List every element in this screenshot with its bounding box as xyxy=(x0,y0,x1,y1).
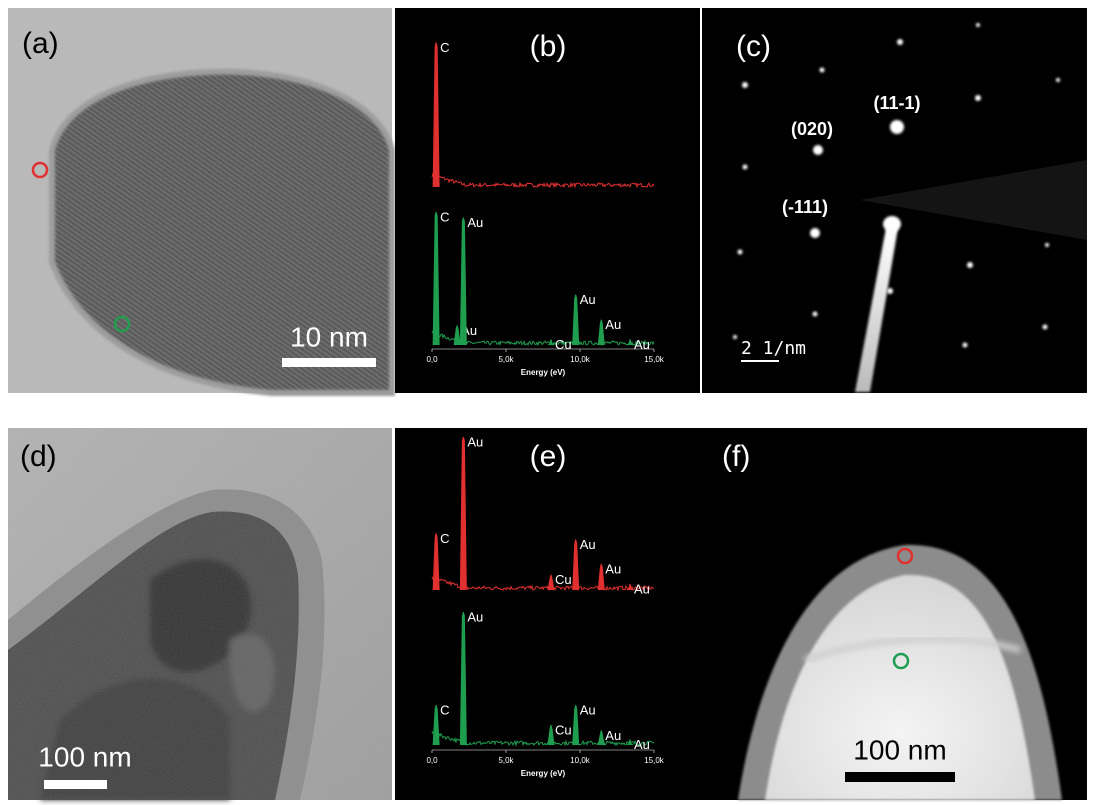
panel-a: (a) 10 nm xyxy=(8,8,392,393)
spectrum-background xyxy=(395,428,700,800)
panel-d: (d) 100 nm xyxy=(8,428,392,800)
peak-label: Cu xyxy=(555,337,572,352)
peak-label: C xyxy=(440,40,449,55)
panel-label: (c) xyxy=(736,30,771,63)
peak-label: Au xyxy=(580,537,596,552)
peak-label: C xyxy=(440,209,449,224)
peak-label: Au xyxy=(634,337,650,352)
peak-label: Au xyxy=(467,434,483,449)
scale-bar xyxy=(282,358,376,367)
spot-label: (-111) xyxy=(782,197,828,217)
peak-label: Au xyxy=(467,215,483,230)
x-tick-label: 10,0k xyxy=(570,756,591,765)
x-tick-label: 15,0k xyxy=(644,756,665,765)
x-tick-label: 15,0k xyxy=(644,355,665,364)
peak-label: C xyxy=(440,531,449,546)
central-spot xyxy=(883,216,901,232)
peak-label: Au xyxy=(605,728,621,743)
peak-label: Cu xyxy=(555,572,572,587)
panel-c: (c) (11-1) (020) (-111) 2 1/nm xyxy=(702,8,1087,393)
peak-label: Au xyxy=(605,561,621,576)
x-axis-label: Energy (eV) xyxy=(521,769,566,778)
peak-label: Au xyxy=(605,317,621,332)
panel-label: (d) xyxy=(20,440,57,473)
figure: (a) 10 nm (b) C C Au Au Cu Au Au Au 0,0 5,0k 10,0k… xyxy=(0,0,1093,805)
peak-label: Au xyxy=(467,609,483,624)
panel-label: (b) xyxy=(530,30,567,63)
scale-bar xyxy=(845,772,955,782)
panel-label: (a) xyxy=(22,27,59,60)
panel-f: (f) 100 nm xyxy=(700,428,1087,800)
x-tick-label: 0,0 xyxy=(426,756,438,765)
scale-bar-label: 100 nm xyxy=(38,741,131,772)
peak-label: C xyxy=(440,703,449,718)
x-tick-label: 10,0k xyxy=(570,355,591,364)
spot-label: (020) xyxy=(791,119,833,139)
scale-bar-label: 2 1/nm xyxy=(741,338,806,359)
panel-label: (f) xyxy=(722,440,750,473)
scale-bar xyxy=(741,360,779,362)
scale-bar-label: 100 nm xyxy=(853,734,946,765)
x-tick-label: 5,0k xyxy=(498,756,514,765)
peak-label: Au xyxy=(580,292,596,307)
peak-label: Au xyxy=(580,703,596,718)
x-axis-label: Energy (eV) xyxy=(521,368,566,377)
x-tick-label: 5,0k xyxy=(498,355,514,364)
scale-bar xyxy=(44,780,107,789)
peak-label: Au xyxy=(634,581,650,596)
panel-label: (e) xyxy=(530,440,567,473)
peak-label: Cu xyxy=(555,722,572,737)
scale-bar-label: 10 nm xyxy=(290,321,368,352)
spot-label: (11-1) xyxy=(873,93,920,113)
x-tick-label: 0,0 xyxy=(426,355,438,364)
